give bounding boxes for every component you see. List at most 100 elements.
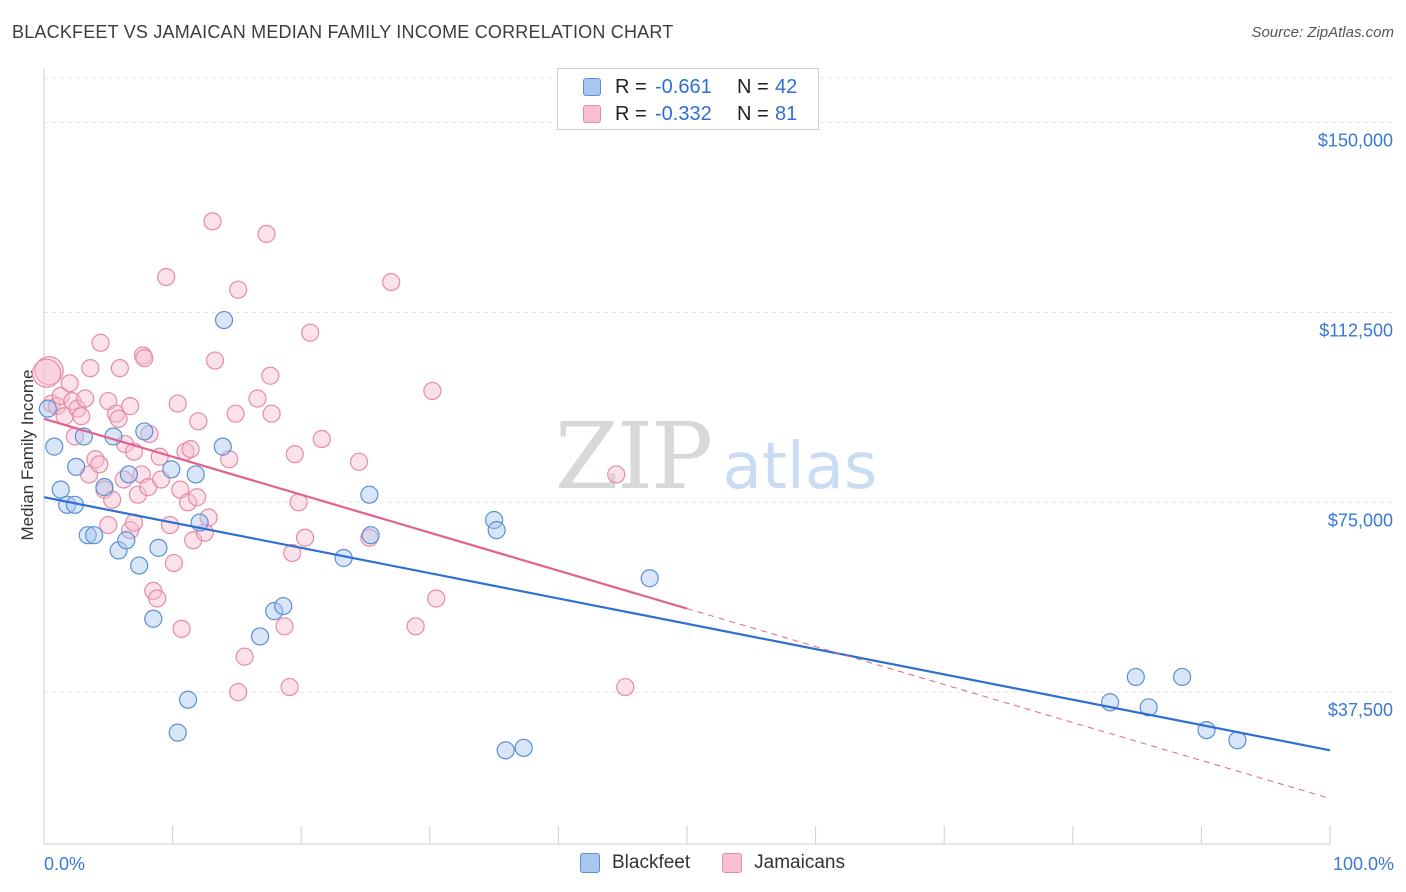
legend-row-jamaicans: R = -0.332 N = 81	[558, 101, 797, 127]
legend-item-blackfeet[interactable]: Blackfeet	[580, 852, 690, 874]
correlation-legend: R = -0.661 N = 42 R = -0.332 N = 81	[557, 68, 819, 130]
blackfeet-point	[360, 485, 379, 504]
jamaicans-point	[205, 351, 225, 370]
blackfeet-points	[38, 310, 1247, 760]
jamaicans-point	[178, 493, 198, 512]
jamaicans-point	[164, 553, 183, 573]
jamaicans-point	[31, 358, 62, 388]
jamaicans-point	[280, 677, 299, 697]
blackfeet-point	[135, 422, 154, 441]
jamaicans-point	[382, 272, 401, 292]
n-value: 81	[775, 102, 798, 125]
jamaicans-point	[81, 359, 100, 378]
jamaicans-point	[607, 465, 626, 484]
jamaicans-point	[110, 359, 129, 378]
jamaicans-point	[72, 407, 91, 426]
jamaicans-point	[423, 381, 442, 401]
blackfeet-point	[130, 556, 149, 575]
jamaicans-point	[172, 619, 191, 638]
watermark: ZIP atlas	[555, 403, 877, 510]
jamaicans-point	[60, 374, 79, 393]
r-value: -0.332	[655, 102, 712, 125]
jamaicans-point	[181, 440, 200, 459]
jamaicans-point	[99, 515, 118, 535]
legend-swatch-blackfeet	[583, 78, 601, 96]
blackfeet-point	[250, 627, 270, 646]
jamaicans-point	[160, 515, 180, 535]
n-label: N =	[737, 75, 769, 98]
blackfeet-point	[265, 602, 284, 621]
jamaicans-point	[285, 445, 304, 464]
blackfeet-point	[186, 465, 205, 484]
jamaicans-point	[91, 333, 110, 352]
blackfeet-point	[45, 437, 64, 456]
r-value: -0.661	[655, 75, 712, 98]
jamaicans-point	[76, 389, 95, 408]
blackfeet-point	[119, 465, 138, 484]
blackfeet-point	[640, 569, 659, 588]
jamaicans-point	[235, 647, 254, 666]
jamaicans-point	[349, 452, 369, 471]
jamaicans-point	[199, 508, 218, 527]
blackfeet-point	[85, 526, 104, 545]
legend-swatch-blackfeet	[580, 853, 600, 873]
legend-item-jamaicans[interactable]: Jamaicans	[722, 852, 845, 874]
r-label: R =	[615, 102, 647, 125]
jamaicans-point	[295, 528, 315, 547]
source-label: Source: ZipAtlas.com	[1251, 24, 1394, 41]
jamaicans-point	[229, 683, 248, 702]
blackfeet-point	[109, 541, 128, 560]
blackfeet-point	[38, 399, 57, 418]
blackfeet-point	[1126, 667, 1145, 687]
jamaicans-point	[157, 267, 176, 287]
tick-labels: $37,500 $75,000 $112,500 $150,000 0.0% 100.0%	[44, 131, 1394, 874]
blackfeet-point	[95, 478, 114, 497]
jamaicans-point	[109, 409, 128, 428]
blackfeet-point	[213, 437, 232, 456]
jamaicans-point	[427, 589, 446, 608]
blackfeet-point	[117, 531, 136, 550]
y-tick-label: $150,000	[1318, 131, 1393, 151]
y-tick-label: $75,000	[1328, 510, 1393, 530]
x-tick-label: 0.0%	[44, 854, 85, 874]
blackfeet-point	[487, 521, 506, 540]
jamaicans-point	[51, 386, 70, 406]
jamaicans-point	[226, 404, 245, 423]
jamaicans-point	[261, 366, 280, 385]
jamaicans-point	[283, 543, 302, 563]
blackfeet-point	[214, 310, 234, 330]
blackfeet-point	[67, 457, 86, 476]
blackfeet-trend-line	[43, 496, 1331, 752]
blackfeet-point	[274, 596, 293, 616]
blackfeet-point	[51, 480, 70, 499]
chart-title: BLACKFEET VS JAMAICAN MEDIAN FAMILY INCO…	[12, 22, 674, 42]
blackfeet-point	[168, 723, 187, 742]
jamaicans-point	[187, 488, 207, 507]
jamaicans-points	[31, 212, 635, 702]
blackfeet-point	[144, 609, 163, 628]
jamaicans-point	[312, 429, 331, 449]
watermark-atlas: atlas	[723, 430, 878, 504]
r-label: R =	[615, 75, 647, 98]
x-tick-label: 100.0%	[1333, 854, 1394, 874]
jamaicans-point	[301, 323, 320, 342]
jamaicans-point	[90, 455, 109, 474]
blackfeet-point	[162, 460, 181, 479]
watermark-zip: ZIP	[555, 403, 711, 510]
jamaicans-point	[275, 617, 294, 636]
n-label: N =	[737, 102, 769, 125]
legend-swatch-jamaicans	[722, 853, 743, 873]
blackfeet-point	[149, 538, 168, 557]
jamaicans-point	[121, 397, 140, 416]
legend-label-blackfeet: Blackfeet	[612, 852, 691, 873]
blackfeet-point	[78, 526, 97, 545]
blackfeet-point	[361, 526, 380, 545]
jamaicans-point	[406, 617, 425, 636]
jamaicans-point	[248, 389, 267, 408]
jamaicans-point	[148, 589, 167, 608]
blackfeet-point	[496, 741, 515, 760]
jamaicans-point	[189, 412, 208, 431]
jamaicans-point	[140, 424, 159, 444]
blackfeet-point	[178, 690, 198, 709]
